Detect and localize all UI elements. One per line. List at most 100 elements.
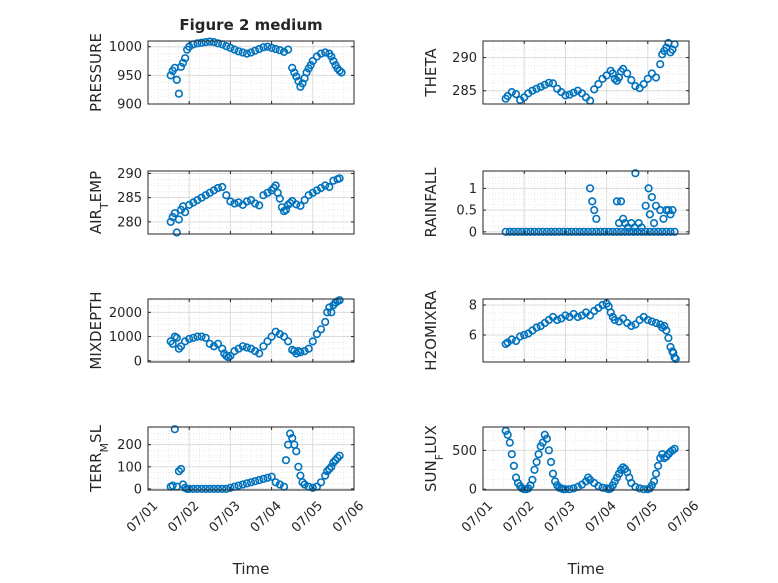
- data-point: [181, 208, 190, 217]
- data-point: [298, 478, 307, 487]
- data-point: [616, 197, 626, 206]
- data-point: [563, 227, 572, 236]
- data-point: [259, 342, 268, 351]
- data-point: [559, 227, 568, 236]
- data-point: [201, 484, 210, 494]
- y-tick-label: 285: [117, 191, 142, 206]
- data-point: [242, 479, 251, 488]
- data-point: [561, 311, 570, 320]
- data-point: [263, 337, 272, 346]
- data-point: [553, 315, 562, 325]
- data-point: [625, 227, 634, 236]
- data-point: [659, 214, 668, 223]
- data-point: [653, 227, 663, 236]
- data-point: [561, 485, 570, 494]
- data-point: [316, 478, 326, 487]
- data-point: [666, 227, 675, 236]
- data-point: [337, 68, 346, 77]
- data-point: [308, 483, 317, 492]
- data-point: [635, 484, 644, 493]
- data-point: [255, 201, 264, 210]
- data-point: [631, 81, 640, 91]
- y-tick-label: 0.5: [456, 204, 477, 219]
- data-point: [513, 227, 523, 236]
- data-point: [205, 188, 214, 197]
- data-point: [590, 206, 599, 215]
- data-point: [618, 314, 628, 323]
- data-point: [569, 88, 578, 97]
- data-point: [168, 339, 177, 348]
- data-point: [662, 326, 671, 335]
- subplot-h2omixra: 6 8 H2OMIXRA: [422, 290, 690, 371]
- data-point: [222, 191, 231, 200]
- y-tick-label: 900: [117, 98, 142, 113]
- y-tick-label: 6: [469, 329, 477, 344]
- data-point: [325, 303, 334, 312]
- data-point: [251, 477, 260, 486]
- y-tick-label: 1: [469, 182, 477, 197]
- data-point: [644, 184, 653, 193]
- data-point: [333, 453, 342, 463]
- data-point: [242, 197, 251, 206]
- y-tick-label: 290: [117, 167, 142, 182]
- y-tick-label: 0: [134, 354, 142, 369]
- data-point: [631, 320, 640, 329]
- data-point: [327, 52, 336, 61]
- data-point: [279, 332, 289, 341]
- subplot-rainfall: 0 0.5 1 RAINFALL: [422, 167, 690, 240]
- data-point: [218, 484, 227, 494]
- data-point: [267, 332, 276, 341]
- y-axis-label: SUNFLUX: [422, 425, 446, 492]
- axes-box: [147, 170, 355, 235]
- data-point: [197, 332, 206, 341]
- data-point: [288, 63, 297, 72]
- grid: [147, 427, 355, 490]
- data-point: [335, 296, 344, 305]
- data-point: [627, 75, 636, 85]
- data-point: [181, 54, 190, 63]
- data-point: [662, 227, 671, 236]
- data-point: [565, 90, 574, 99]
- data-point: [590, 85, 599, 94]
- data-point: [170, 209, 179, 218]
- data-point: [335, 451, 344, 460]
- y-axis-label: RAINFALL: [422, 167, 440, 238]
- data-point: [271, 327, 280, 336]
- data-point: [246, 48, 256, 57]
- data-point: [561, 91, 570, 100]
- data-point: [321, 48, 330, 57]
- data-point: [185, 200, 194, 209]
- data-point: [583, 227, 593, 236]
- y-axis-label: MIXDEPTH: [87, 291, 105, 369]
- data-point: [534, 450, 543, 459]
- data-point: [520, 330, 529, 340]
- data-point: [246, 344, 256, 353]
- figure-title: Figure 2 medium: [179, 16, 322, 34]
- data-point: [213, 183, 223, 193]
- data-point: [325, 182, 334, 192]
- data-point: [290, 68, 299, 77]
- data-point: [300, 196, 309, 205]
- data-point: [226, 197, 235, 206]
- data-point: [329, 56, 338, 66]
- data-point: [616, 227, 626, 236]
- data-point: [649, 219, 659, 228]
- data-point: [230, 347, 239, 356]
- axes-box: [482, 298, 690, 363]
- axes-box: [482, 426, 690, 491]
- data-point: [174, 89, 183, 98]
- data-point: [664, 333, 673, 343]
- data-point: [670, 444, 679, 453]
- data-series: [501, 169, 679, 236]
- data-point: [618, 64, 628, 73]
- data-point: [189, 333, 198, 342]
- data-point: [296, 348, 305, 357]
- data-point: [651, 469, 661, 478]
- data-point: [608, 481, 617, 490]
- data-point: [606, 308, 615, 317]
- data-series: [166, 296, 344, 362]
- data-point: [592, 227, 601, 236]
- data-point: [544, 446, 554, 455]
- data-series: [501, 426, 679, 494]
- data-point: [666, 210, 675, 219]
